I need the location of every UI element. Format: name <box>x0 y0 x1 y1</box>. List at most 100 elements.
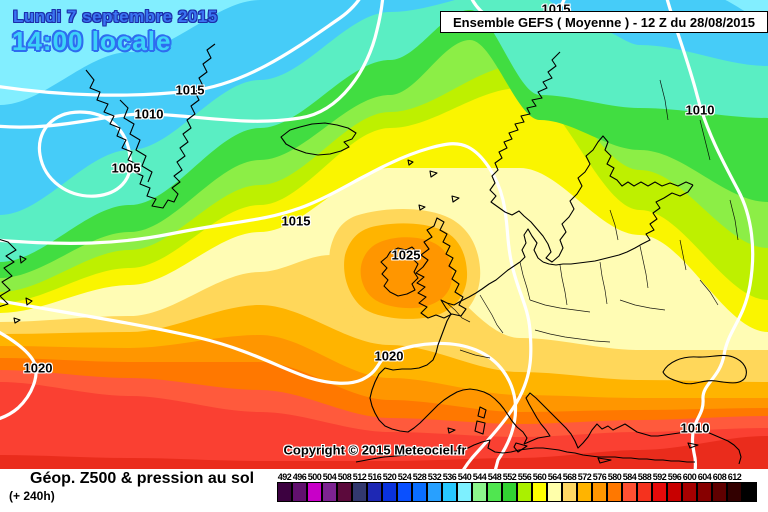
scale-value: 540 <box>457 472 472 482</box>
scale-step-508: 508 <box>336 472 352 502</box>
scale-step-492: 492 <box>277 472 292 502</box>
scale-value: 544 <box>472 472 487 482</box>
scale-color-box <box>366 482 382 502</box>
scale-step-524: 524 <box>396 472 412 502</box>
legend-title: Géop. Z500 & pression au sol <box>30 470 255 487</box>
scale-value: 512 <box>352 472 367 482</box>
scale-color-box <box>681 482 697 502</box>
scale-value: 508 <box>337 472 352 482</box>
scale-step-588: 588 <box>636 472 652 502</box>
scale-color-box <box>576 482 592 502</box>
scale-color-box <box>456 482 472 502</box>
coast-greenland-inner <box>119 99 153 183</box>
isobar-1005-loop <box>37 110 132 198</box>
scale-value: 580 <box>607 472 622 482</box>
scale-step-500: 500 <box>306 472 322 502</box>
scale-step-608: 608 <box>711 472 727 502</box>
coast-great-britain <box>415 217 467 319</box>
scale-color-box <box>336 482 352 502</box>
scale-value: 596 <box>667 472 682 482</box>
scale-step-612: 612 <box>726 472 742 502</box>
scale-color-box <box>381 482 397 502</box>
scale-value: 568 <box>562 472 577 482</box>
coast-baltic-south <box>542 184 694 266</box>
scale-color-box <box>396 482 412 502</box>
field-band-540-cyan <box>0 0 768 215</box>
scale-value: 600 <box>682 472 697 482</box>
isobar-label-1020: 1020 <box>374 348 404 364</box>
scale-color-box <box>306 482 322 502</box>
scale-step-560: 560 <box>531 472 547 502</box>
scale-color-box <box>441 482 457 502</box>
isobar-1015-long <box>0 142 533 469</box>
coast-north-africa <box>355 439 695 463</box>
coast-med-islands <box>447 406 699 464</box>
scale-color-box <box>291 482 307 502</box>
coast-west-europe <box>369 261 528 445</box>
coast-iceland <box>280 122 357 156</box>
isobar-label-1015: 1015 <box>175 82 205 98</box>
scale-color-box <box>636 482 652 502</box>
coast-greenland <box>85 43 216 209</box>
coast-black-sea <box>662 354 747 385</box>
coast-islets-north <box>407 159 460 211</box>
field-band-pale-cyan <box>0 0 768 105</box>
scale-color-box <box>726 482 742 502</box>
scale-value: 576 <box>592 472 607 482</box>
isobar-label-1025: 1025 <box>391 247 421 263</box>
scale-value: 560 <box>532 472 547 482</box>
scale-color-box <box>591 482 607 502</box>
scale-value: 528 <box>412 472 427 482</box>
model-run-header: Ensemble GEFS ( Moyenne ) - 12 Z du 28/0… <box>440 11 768 33</box>
scale-color-box <box>516 482 532 502</box>
scale-value: 572 <box>577 472 592 482</box>
coast-labrador <box>0 238 17 308</box>
country-borders <box>446 79 739 359</box>
scale-step-556: 556 <box>516 472 532 502</box>
map-date-text: Lundi 7 septembre 2015 <box>13 7 218 26</box>
scale-color-box <box>651 482 667 502</box>
coast-labrador-islets <box>13 255 33 324</box>
legend-strip: Géop. Z500 & pression au sol (+ 240h) 49… <box>0 469 768 512</box>
scale-step-592: 592 <box>651 472 667 502</box>
scale-color-box <box>277 482 292 502</box>
geopotential-pressure-map: 1015 1010 1015 1010 1005 1015 1025 1020 1020 1010… <box>0 0 768 469</box>
scale-step-536: 536 <box>441 472 457 502</box>
scale-value: 608 <box>712 472 727 482</box>
scale-step-600: 600 <box>681 472 697 502</box>
scale-value: 520 <box>382 472 397 482</box>
scale-step-516: 516 <box>366 472 382 502</box>
scale-value: 612 <box>727 472 742 482</box>
scale-color-box <box>696 482 712 502</box>
scale-color-box <box>546 482 562 502</box>
scale-value: 552 <box>502 472 517 482</box>
scale-step-548: 548 <box>486 472 502 502</box>
scale-step-584: 584 <box>621 472 637 502</box>
scale-value: 504 <box>322 472 337 482</box>
coast-italy-balkans <box>523 392 742 465</box>
isobar-label-1010: 1010 <box>134 106 164 122</box>
scale-value: 556 <box>517 472 532 482</box>
isobar-1020-long <box>0 299 518 469</box>
scale-step-580: 580 <box>606 472 622 502</box>
scale-color-box <box>711 482 727 502</box>
scale-step-576: 576 <box>591 472 607 502</box>
scale-color-box <box>351 482 367 502</box>
coast-denmark <box>519 228 544 263</box>
model-run-title: Ensemble GEFS ( Moyenne ) - 12 Z du 28/0… <box>453 14 755 30</box>
isobar-1020-left <box>0 330 38 421</box>
coast-scandinavia-baltic <box>489 51 694 263</box>
scale-step-572: 572 <box>576 472 592 502</box>
scale-color-box <box>321 482 337 502</box>
scale-color-box <box>666 482 682 502</box>
field-band-588 <box>0 382 768 469</box>
scale-color-box <box>411 482 427 502</box>
scale-step-528: 528 <box>411 472 427 502</box>
isobar-label-1010: 1010 <box>680 420 710 436</box>
scale-step-496: 496 <box>291 472 307 502</box>
legend-forecast-hour: (+ 240h) <box>9 489 55 503</box>
scale-color-box <box>501 482 517 502</box>
scale-step-end <box>741 472 757 502</box>
z500-field-svg <box>0 0 768 469</box>
